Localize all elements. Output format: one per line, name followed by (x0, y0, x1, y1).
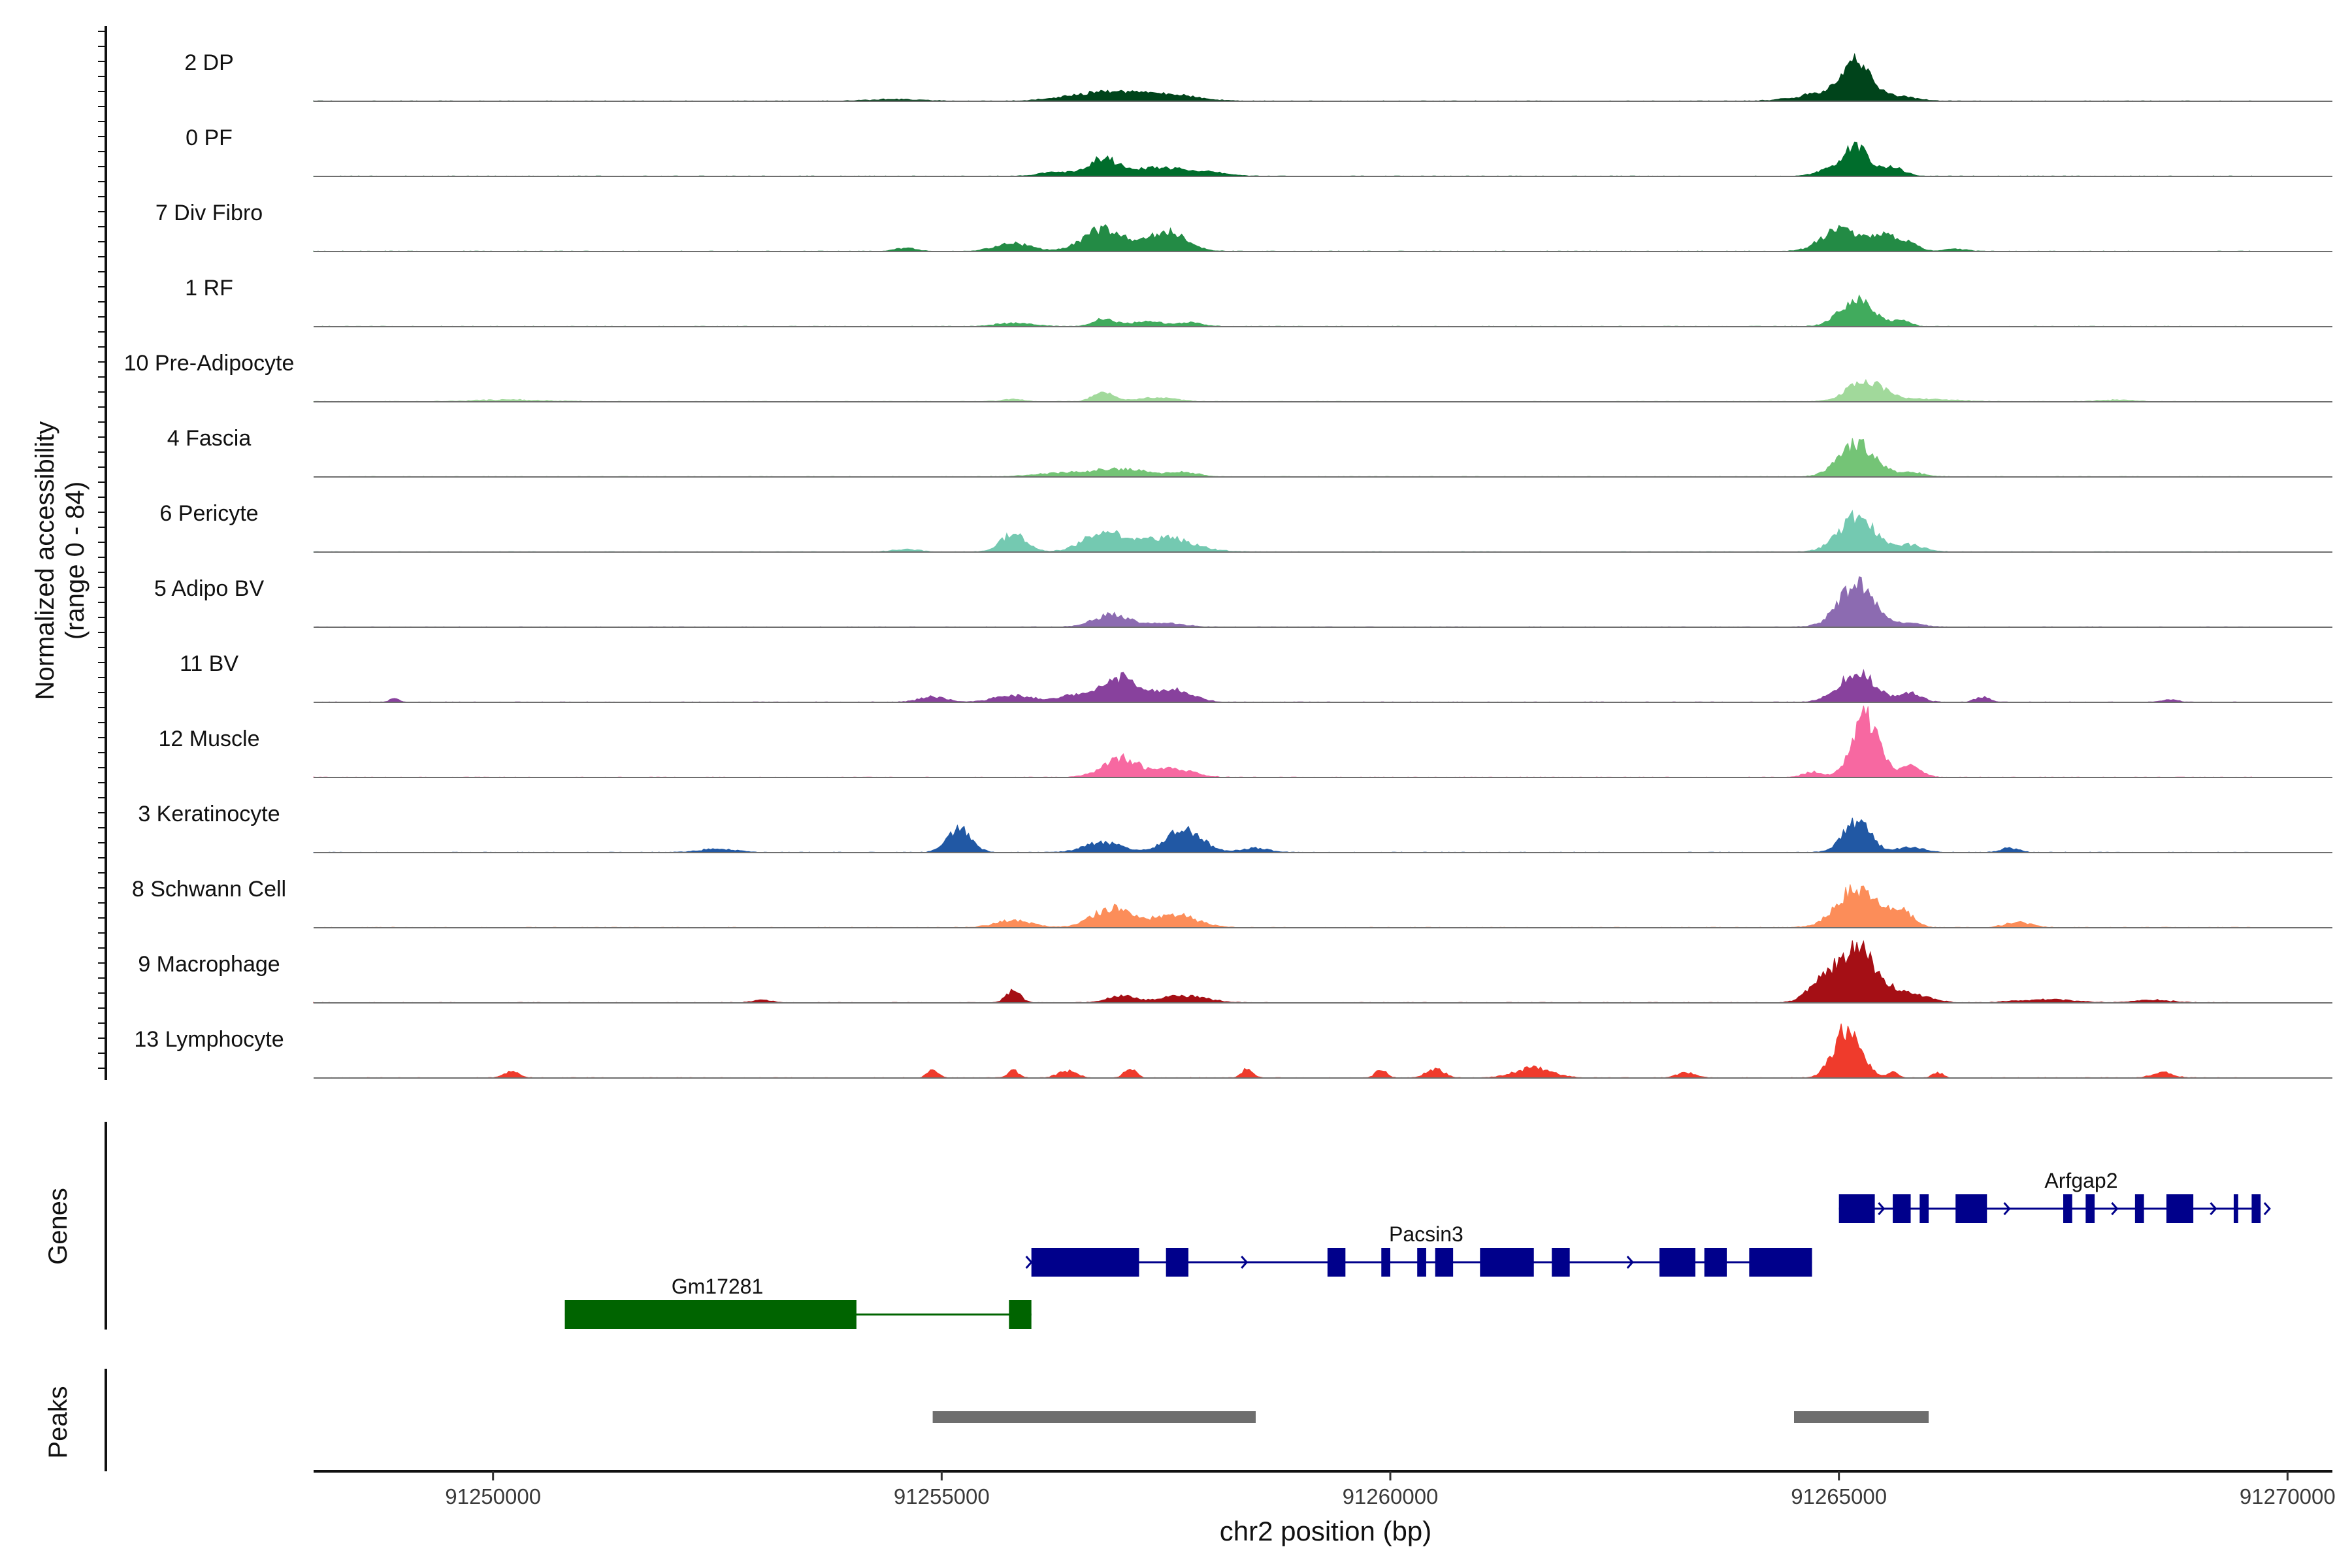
track-label: 10 Pre-Adipocyte (124, 351, 295, 376)
coverage-area (313, 884, 2252, 928)
coverage-area (313, 706, 2252, 778)
peaks-panel-label: Peaks (44, 1386, 73, 1458)
gene-exon (1749, 1248, 1812, 1277)
track-4-fascia: 4 Fascia (167, 426, 2332, 478)
track-3-keratinocyte: 3 Keratinocyte (138, 802, 2332, 853)
gene-exon (1919, 1194, 1929, 1223)
genes-panel-label: Genes (44, 1188, 73, 1265)
gene-exon (1417, 1248, 1426, 1277)
strand-arrow-icon (2111, 1202, 2119, 1215)
gene-arfgap2: Arfgap2 (1838, 1169, 2271, 1223)
coverage-area (313, 141, 2252, 177)
track-13-lymphocyte: 13 Lymphocyte (134, 1023, 2332, 1079)
coverage-area (314, 1023, 2252, 1079)
strand-arrow-icon (1554, 1256, 1562, 1269)
strand-arrow-icon (1241, 1256, 1249, 1269)
coverage-area (314, 668, 2252, 703)
gene-exon (2233, 1194, 2238, 1223)
coverage-tracks: 2 DP 0 PF 7 Div Fibro 1 RF 10 Pre-Adipocyte 4… (124, 50, 2332, 1079)
strand-arrow-icon (823, 1308, 831, 1321)
strand-arrow-icon (2210, 1202, 2217, 1215)
peak-panel (932, 1411, 1929, 1423)
gene-exon (1659, 1248, 1695, 1277)
gene-gm17281: Gm17281 (564, 1275, 1032, 1329)
track-9-macrophage: 9 Macrophage (138, 939, 2332, 1004)
gene-exon (1480, 1248, 1534, 1277)
gene-exon (1031, 1248, 1139, 1277)
gene-exon (2166, 1194, 2194, 1223)
track-label: 2 DP (184, 50, 234, 75)
gene-exon (1893, 1194, 1911, 1223)
track-6-pericyte: 6 Pericyte (159, 501, 2332, 553)
track-11-bv: 11 BV (180, 651, 2332, 703)
strand-arrow-icon (1025, 1256, 1033, 1269)
coverage-area (313, 576, 2252, 628)
track-8-schwann-cell: 8 Schwann Cell (132, 877, 2332, 928)
gene-exon (1166, 1248, 1188, 1277)
coverage-area (313, 939, 2252, 1004)
gene-exon (1009, 1300, 1032, 1329)
track-1-rf: 1 RF (185, 276, 2332, 327)
track-label: 7 Div Fibro (155, 201, 263, 225)
track-10-pre-adipocyte: 10 Pre-Adipocyte (124, 351, 2332, 402)
gene-exon (1704, 1248, 1727, 1277)
x-axis-title: chr2 position (bp) (1220, 1516, 1432, 1546)
coverage-area (313, 379, 2252, 402)
strand-arrow-icon (1878, 1202, 1886, 1215)
track-label: 5 Adipo BV (154, 576, 265, 601)
peak-region (932, 1411, 1256, 1423)
track-label: 0 PF (186, 125, 233, 150)
y-axis-title-line1: Normalized accessibility (31, 421, 59, 700)
coverage-area (313, 510, 2252, 553)
gene-label: Arfgap2 (2044, 1169, 2117, 1192)
gene-annotation-panel: Gm17281 Pacsin3 Arfgap2 (564, 1169, 2271, 1329)
x-tick-label: 91250000 (445, 1484, 541, 1509)
x-tick-label: 91270000 (2240, 1484, 2336, 1509)
gene-exon (1381, 1248, 1390, 1277)
track-label: 12 Muscle (159, 727, 260, 751)
track-label: 6 Pericyte (159, 501, 258, 526)
track-label: 8 Schwann Cell (132, 877, 286, 902)
gene-exon (1955, 1194, 1987, 1223)
x-tick-label: 91260000 (1343, 1484, 1439, 1509)
strand-arrow-icon (1626, 1256, 1634, 1269)
coverage-area (313, 224, 2252, 252)
x-tick-label: 91265000 (1791, 1484, 1887, 1509)
track-2-dp: 2 DP (184, 50, 2332, 102)
coverage-area (314, 294, 2252, 327)
track-label: 9 Macrophage (138, 952, 280, 977)
track-label: 1 RF (185, 276, 233, 301)
track-label: 4 Fascia (167, 426, 252, 451)
strand-arrow-icon (1330, 1256, 1338, 1269)
track-label: 13 Lymphocyte (134, 1027, 284, 1052)
peak-region (1794, 1411, 1929, 1423)
track-0-pf: 0 PF (186, 125, 2332, 177)
strand-arrow-icon (2003, 1202, 2011, 1215)
track-label: 11 BV (180, 651, 238, 676)
gene-label: Pacsin3 (1389, 1222, 1463, 1246)
gene-exon (1435, 1248, 1454, 1277)
gene-exon (2251, 1194, 2261, 1223)
coverage-area (313, 52, 2252, 102)
gene-exon (2063, 1194, 2072, 1223)
track-7-div-fibro: 7 Div Fibro (155, 201, 2332, 252)
axes: 91250000 91255000 91260000 91265000 91270000 (98, 26, 2336, 1509)
x-tick-label: 91255000 (894, 1484, 990, 1509)
gene-exon (2085, 1194, 2095, 1223)
gene-exon (564, 1300, 857, 1329)
gene-label: Gm17281 (672, 1275, 764, 1298)
coverage-area (313, 817, 2252, 853)
coverage-area (314, 438, 2252, 478)
y-axis-title-line2: (range 0 - 84) (61, 482, 90, 640)
strand-arrow-icon (2263, 1202, 2271, 1215)
gene-pacsin3: Pacsin3 (1025, 1222, 1812, 1277)
gene-exon (1838, 1194, 1875, 1223)
track-12-muscle: 12 Muscle (159, 706, 2332, 778)
gene-exon (2134, 1194, 2144, 1223)
track-5-adipo-bv: 5 Adipo BV (154, 576, 2332, 628)
track-label: 3 Keratinocyte (138, 802, 280, 826)
